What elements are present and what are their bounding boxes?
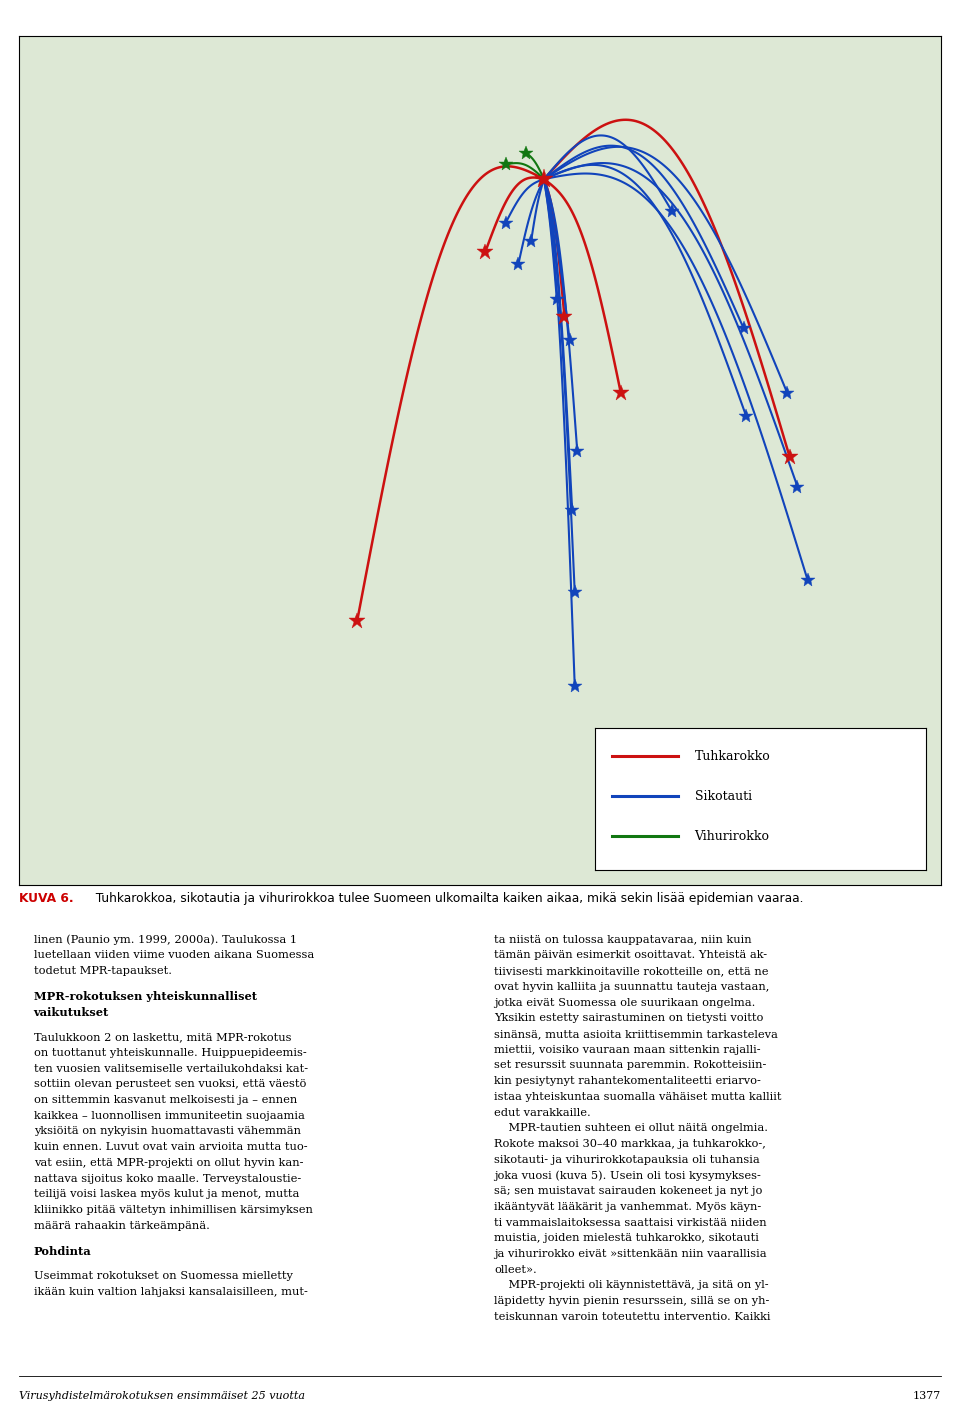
Text: todetut MPR-tapaukset.: todetut MPR-tapaukset. xyxy=(34,966,172,976)
Text: miettii, voisiko vauraan maan sittenkin rajalli-: miettii, voisiko vauraan maan sittenkin … xyxy=(494,1045,761,1055)
Text: on sittemmin kasvanut melkoisesti ja – ennen: on sittemmin kasvanut melkoisesti ja – e… xyxy=(34,1095,297,1104)
Text: ja vihurirokko eivät »sittenkään niin vaarallisia: ja vihurirokko eivät »sittenkään niin va… xyxy=(494,1249,767,1259)
Text: ikään kuin valtion lahjaksi kansalaisilleen, mut-: ikään kuin valtion lahjaksi kansalaisill… xyxy=(34,1287,307,1297)
Text: luetellaan viiden viime vuoden aikana Suomessa: luetellaan viiden viime vuoden aikana Su… xyxy=(34,950,314,960)
Text: joka vuosi (kuva 5). Usein oli tosi kysymykses-: joka vuosi (kuva 5). Usein oli tosi kysy… xyxy=(494,1170,761,1182)
Text: Tuhkarokkoa, sikotautia ja vihurirokkoa tulee Suomeen ulkomailta kaiken aikaa, m: Tuhkarokkoa, sikotautia ja vihurirokkoa … xyxy=(88,892,804,905)
Text: sottiin olevan perusteet sen vuoksi, että väestö: sottiin olevan perusteet sen vuoksi, ett… xyxy=(34,1079,306,1089)
Text: jotka eivät Suomessa ole suurikaan ongelma.: jotka eivät Suomessa ole suurikaan ongel… xyxy=(494,997,756,1007)
Text: Yksikin estetty sairastuminen on tietysti voitto: Yksikin estetty sairastuminen on tietyst… xyxy=(494,1013,764,1023)
Text: Taulukkoon 2 on laskettu, mitä MPR-rokotus: Taulukkoon 2 on laskettu, mitä MPR-rokot… xyxy=(34,1032,291,1042)
Text: kaikkea – luonnollisen immuniteetin suojaamia: kaikkea – luonnollisen immuniteetin suoj… xyxy=(34,1110,304,1120)
Text: on tuottanut yhteiskunnalle. Huippuepideemis-: on tuottanut yhteiskunnalle. Huippuepide… xyxy=(34,1047,306,1057)
Text: KUVA 6.: KUVA 6. xyxy=(19,892,74,905)
Text: linen (Paunio ym. 1999, 2000a). Taulukossa 1: linen (Paunio ym. 1999, 2000a). Taulukos… xyxy=(34,935,297,945)
Text: tiivisesti markkinoitaville rokotteille on, että ne: tiivisesti markkinoitaville rokotteille … xyxy=(494,966,769,976)
Text: MPR-rokotuksen yhteiskunnalliset: MPR-rokotuksen yhteiskunnalliset xyxy=(34,992,256,1002)
Text: edut varakkaille.: edut varakkaille. xyxy=(494,1107,591,1117)
Text: vat esiin, että MPR-projekti on ollut hyvin kan-: vat esiin, että MPR-projekti on ollut hy… xyxy=(34,1157,303,1167)
Text: kliinikko pitää vältetyn inhimillisen kärsimyksen: kliinikko pitää vältetyn inhimillisen kä… xyxy=(34,1204,312,1214)
Text: Useimmat rokotukset on Suomessa mielletty: Useimmat rokotukset on Suomessa miellett… xyxy=(34,1271,293,1281)
Text: ovat hyvin kalliita ja suunnattu tauteja vastaan,: ovat hyvin kalliita ja suunnattu tauteja… xyxy=(494,982,770,992)
Text: kin pesiytynyt rahantekomentaliteetti eriarvo-: kin pesiytynyt rahantekomentaliteetti er… xyxy=(494,1076,761,1086)
Text: määrä rahaakin tärkeämpänä.: määrä rahaakin tärkeämpänä. xyxy=(34,1220,209,1230)
Text: läpidetty hyvin pienin resurssein, sillä se on yh-: läpidetty hyvin pienin resurssein, sillä… xyxy=(494,1296,770,1306)
Text: 1377: 1377 xyxy=(913,1391,941,1401)
Text: istaa yhteiskuntaa suomalla vähäiset mutta kalliit: istaa yhteiskuntaa suomalla vähäiset mut… xyxy=(494,1092,781,1102)
Text: ti vammaislaitoksessa saattaisi virkistää niiden: ti vammaislaitoksessa saattaisi virkistä… xyxy=(494,1217,767,1227)
Text: teiskunnan varoin toteutettu interventio. Kaikki: teiskunnan varoin toteutettu interventio… xyxy=(494,1311,771,1321)
Text: vaikutukset: vaikutukset xyxy=(34,1007,108,1017)
Text: Pohdinta: Pohdinta xyxy=(34,1246,91,1257)
Text: sä; sen muistavat sairauden kokeneet ja nyt jo: sä; sen muistavat sairauden kokeneet ja … xyxy=(494,1186,763,1196)
Text: teilijä voisi laskea myös kulut ja menot, mutta: teilijä voisi laskea myös kulut ja menot… xyxy=(34,1189,299,1199)
Text: kuin ennen. Luvut ovat vain arvioita mutta tuo-: kuin ennen. Luvut ovat vain arvioita mut… xyxy=(34,1142,307,1152)
Text: nattava sijoitus koko maalle. Terveystaloustie-: nattava sijoitus koko maalle. Terveystal… xyxy=(34,1173,300,1183)
Text: sinänsä, mutta asioita kriittisemmin tarkasteleva: sinänsä, mutta asioita kriittisemmin tar… xyxy=(494,1029,779,1039)
Text: yksiöitä on nykyisin huomattavasti vähemmän: yksiöitä on nykyisin huomattavasti vähem… xyxy=(34,1126,300,1136)
Text: ikääntyvät lääkärit ja vanhemmat. Myös käyn-: ikääntyvät lääkärit ja vanhemmat. Myös k… xyxy=(494,1202,761,1212)
Text: MPR-tautien suhteen ei ollut näitä ongelmia.: MPR-tautien suhteen ei ollut näitä ongel… xyxy=(494,1123,768,1133)
Text: ta niistä on tulossa kauppatavaraa, niin kuin: ta niistä on tulossa kauppatavaraa, niin… xyxy=(494,935,752,945)
Text: Rokote maksoi 30–40 markkaa, ja tuhkarokko-,: Rokote maksoi 30–40 markkaa, ja tuhkarok… xyxy=(494,1139,766,1149)
Text: Vihurirokko: Vihurirokko xyxy=(695,829,770,843)
Text: ten vuosien valitsemiselle vertailukohdaksi kat-: ten vuosien valitsemiselle vertailukohda… xyxy=(34,1063,308,1073)
Text: sikotauti- ja vihurirokkotapauksia oli tuhansia: sikotauti- ja vihurirokkotapauksia oli t… xyxy=(494,1154,760,1164)
Text: tämän päivän esimerkit osoittavat. Yhteistä ak-: tämän päivän esimerkit osoittavat. Yhtei… xyxy=(494,950,768,960)
Text: set resurssit suunnata paremmin. Rokotteisiin-: set resurssit suunnata paremmin. Rokotte… xyxy=(494,1060,767,1070)
Text: muistia, joiden mielestä tuhkarokko, sikotauti: muistia, joiden mielestä tuhkarokko, sik… xyxy=(494,1233,759,1243)
Text: MPR-projekti oli käynnistettävä, ja sitä on yl-: MPR-projekti oli käynnistettävä, ja sitä… xyxy=(494,1280,769,1290)
Text: Sikotauti: Sikotauti xyxy=(695,789,752,803)
Text: olleet».: olleet». xyxy=(494,1264,538,1274)
Text: Tuhkarokko: Tuhkarokko xyxy=(695,749,770,763)
Text: Virusyhdistelmärokotuksen ensimmäiset 25 vuotta: Virusyhdistelmärokotuksen ensimmäiset 25… xyxy=(19,1391,305,1401)
